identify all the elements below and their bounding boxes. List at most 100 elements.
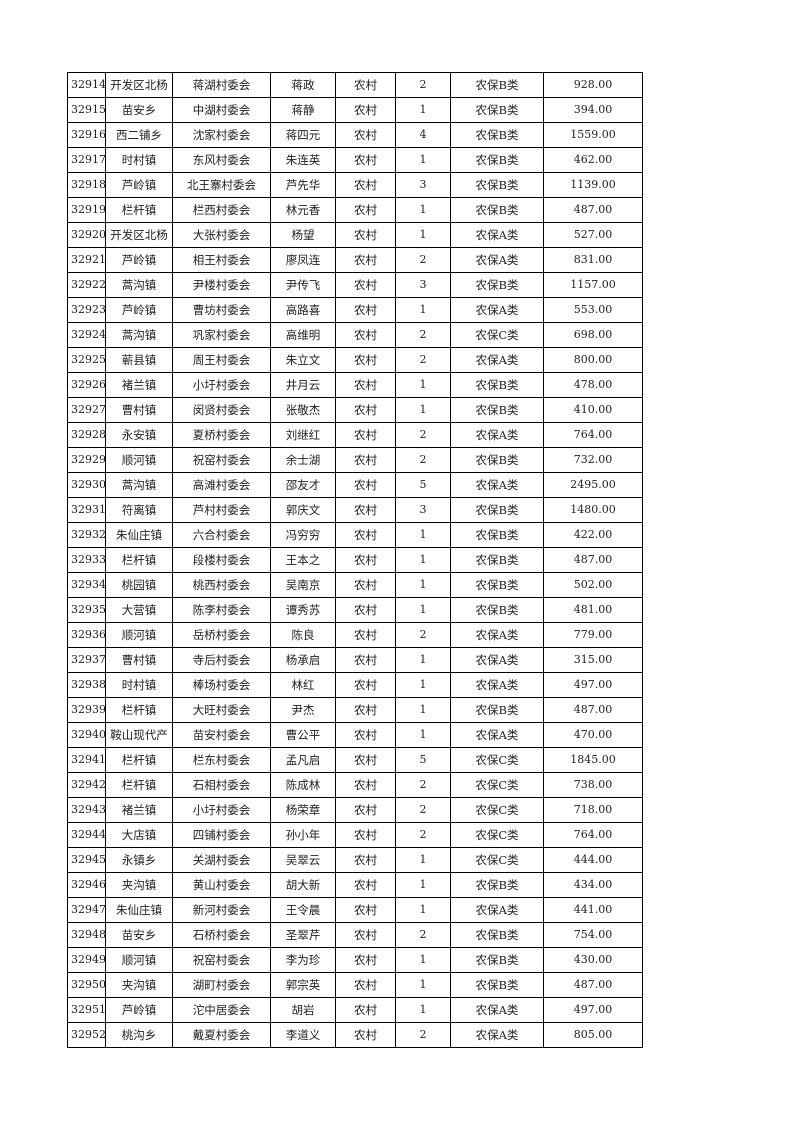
insurance-category-cell: 农保B类 bbox=[450, 597, 544, 623]
record-id-cell: 32925 bbox=[67, 347, 106, 373]
insurance-category-cell: 农保A类 bbox=[450, 422, 544, 448]
table-row: 32930 蒿沟镇 高滩村委会 邵友才 农村 5 农保A类 2495.00 bbox=[67, 472, 643, 498]
village-committee-cell: 六合村委会 bbox=[172, 522, 271, 548]
amount-cell: 764.00 bbox=[543, 422, 643, 448]
record-id-cell: 32941 bbox=[67, 747, 106, 773]
amount-cell: 487.00 bbox=[543, 197, 643, 223]
table-row: 32931 符离镇 芦村村委会 郭庆文 农村 3 农保B类 1480.00 bbox=[67, 497, 643, 523]
family-count-cell: 1 bbox=[395, 697, 451, 723]
record-id-cell: 32940 bbox=[67, 722, 106, 748]
table-row: 32944 大店镇 四铺村委会 孙小年 农村 2 农保C类 764.00 bbox=[67, 822, 643, 848]
insurance-category-cell: 农保B类 bbox=[450, 172, 544, 198]
person-name-cell: 冯穷穷 bbox=[270, 522, 336, 548]
amount-cell: 430.00 bbox=[543, 947, 643, 973]
insurance-category-cell: 农保A类 bbox=[450, 672, 544, 698]
person-name-cell: 刘继红 bbox=[270, 422, 336, 448]
town-cell: 芦岭镇 bbox=[105, 247, 173, 273]
village-committee-cell: 小圩村委会 bbox=[172, 797, 271, 823]
village-committee-cell: 湖町村委会 bbox=[172, 972, 271, 998]
village-committee-cell: 周王村委会 bbox=[172, 347, 271, 373]
village-committee-cell: 曹坊村委会 bbox=[172, 297, 271, 323]
village-committee-cell: 大旺村委会 bbox=[172, 697, 271, 723]
town-cell: 褚兰镇 bbox=[105, 372, 173, 398]
village-committee-cell: 夏桥村委会 bbox=[172, 422, 271, 448]
town-cell: 西二铺乡 bbox=[105, 122, 173, 148]
village-committee-cell: 大张村委会 bbox=[172, 222, 271, 248]
household-type-cell: 农村 bbox=[335, 247, 396, 273]
person-name-cell: 谭秀苏 bbox=[270, 597, 336, 623]
village-committee-cell: 新河村委会 bbox=[172, 897, 271, 923]
insurance-category-cell: 农保B类 bbox=[450, 447, 544, 473]
village-committee-cell: 东风村委会 bbox=[172, 147, 271, 173]
amount-cell: 422.00 bbox=[543, 522, 643, 548]
record-id-cell: 32921 bbox=[67, 247, 106, 273]
family-count-cell: 1 bbox=[395, 997, 451, 1023]
village-committee-cell: 沈家村委会 bbox=[172, 122, 271, 148]
village-committee-cell: 岳桥村委会 bbox=[172, 622, 271, 648]
person-name-cell: 尹传飞 bbox=[270, 272, 336, 298]
town-cell: 永镇乡 bbox=[105, 847, 173, 873]
village-committee-cell: 陈李村委会 bbox=[172, 597, 271, 623]
insurance-category-cell: 农保B类 bbox=[450, 522, 544, 548]
family-count-cell: 2 bbox=[395, 1022, 451, 1048]
table-row: 32914 开发区北杨 蒋湖村委会 蒋政 农村 2 农保B类 928.00 bbox=[67, 72, 643, 98]
household-type-cell: 农村 bbox=[335, 147, 396, 173]
record-id-cell: 32937 bbox=[67, 647, 106, 673]
town-cell: 栏杆镇 bbox=[105, 547, 173, 573]
town-cell: 芦岭镇 bbox=[105, 297, 173, 323]
record-id-cell: 32945 bbox=[67, 847, 106, 873]
village-committee-cell: 巩家村委会 bbox=[172, 322, 271, 348]
insurance-category-cell: 农保B类 bbox=[450, 872, 544, 898]
amount-cell: 497.00 bbox=[543, 997, 643, 1023]
household-type-cell: 农村 bbox=[335, 172, 396, 198]
town-cell: 开发区北杨 bbox=[105, 222, 173, 248]
amount-cell: 410.00 bbox=[543, 397, 643, 423]
table-row: 32919 栏杆镇 栏西村委会 林元香 农村 1 农保B类 487.00 bbox=[67, 197, 643, 223]
person-name-cell: 高路喜 bbox=[270, 297, 336, 323]
family-count-cell: 4 bbox=[395, 122, 451, 148]
record-id-cell: 32946 bbox=[67, 872, 106, 898]
household-type-cell: 农村 bbox=[335, 897, 396, 923]
family-count-cell: 2 bbox=[395, 822, 451, 848]
table-row: 32920 开发区北杨 大张村委会 杨望 农村 1 农保A类 527.00 bbox=[67, 222, 643, 248]
record-id-cell: 32917 bbox=[67, 147, 106, 173]
family-count-cell: 1 bbox=[395, 672, 451, 698]
town-cell: 曹村镇 bbox=[105, 397, 173, 423]
family-count-cell: 1 bbox=[395, 97, 451, 123]
insurance-category-cell: 农保B类 bbox=[450, 497, 544, 523]
household-type-cell: 农村 bbox=[335, 922, 396, 948]
amount-cell: 497.00 bbox=[543, 672, 643, 698]
person-name-cell: 孟凡启 bbox=[270, 747, 336, 773]
village-committee-cell: 相王村委会 bbox=[172, 247, 271, 273]
table-row: 32942 栏杆镇 石相村委会 陈成林 农村 2 农保C类 738.00 bbox=[67, 772, 643, 798]
table-row: 32918 芦岭镇 北王寨村委会 芦先华 农村 3 农保B类 1139.00 bbox=[67, 172, 643, 198]
table-row: 32921 芦岭镇 相王村委会 廖凤连 农村 2 农保A类 831.00 bbox=[67, 247, 643, 273]
town-cell: 栏杆镇 bbox=[105, 697, 173, 723]
record-id-cell: 32939 bbox=[67, 697, 106, 723]
record-id-cell: 32927 bbox=[67, 397, 106, 423]
insurance-category-cell: 农保C类 bbox=[450, 772, 544, 798]
household-type-cell: 农村 bbox=[335, 72, 396, 98]
family-count-cell: 2 bbox=[395, 922, 451, 948]
insurance-category-cell: 农保A类 bbox=[450, 1022, 544, 1048]
village-committee-cell: 祝窑村委会 bbox=[172, 947, 271, 973]
person-name-cell: 蒋四元 bbox=[270, 122, 336, 148]
table-row: 32937 曹村镇 寺后村委会 杨承启 农村 1 农保A类 315.00 bbox=[67, 647, 643, 673]
village-committee-cell: 栏西村委会 bbox=[172, 197, 271, 223]
insurance-category-cell: 农保B类 bbox=[450, 122, 544, 148]
household-type-cell: 农村 bbox=[335, 672, 396, 698]
table-row: 32940 鞍山现代产 苗安村委会 曹公平 农村 1 农保A类 470.00 bbox=[67, 722, 643, 748]
family-count-cell: 1 bbox=[395, 147, 451, 173]
amount-cell: 1845.00 bbox=[543, 747, 643, 773]
insurance-category-cell: 农保A类 bbox=[450, 347, 544, 373]
table-row: 32949 顺河镇 祝窑村委会 李为珍 农村 1 农保B类 430.00 bbox=[67, 947, 643, 973]
insurance-category-cell: 农保C类 bbox=[450, 822, 544, 848]
village-committee-cell: 蒋湖村委会 bbox=[172, 72, 271, 98]
household-type-cell: 农村 bbox=[335, 472, 396, 498]
household-type-cell: 农村 bbox=[335, 347, 396, 373]
family-count-cell: 3 bbox=[395, 172, 451, 198]
table-row: 32932 朱仙庄镇 六合村委会 冯穷穷 农村 1 农保B类 422.00 bbox=[67, 522, 643, 548]
amount-cell: 470.00 bbox=[543, 722, 643, 748]
insurance-category-cell: 农保B类 bbox=[450, 72, 544, 98]
amount-cell: 481.00 bbox=[543, 597, 643, 623]
